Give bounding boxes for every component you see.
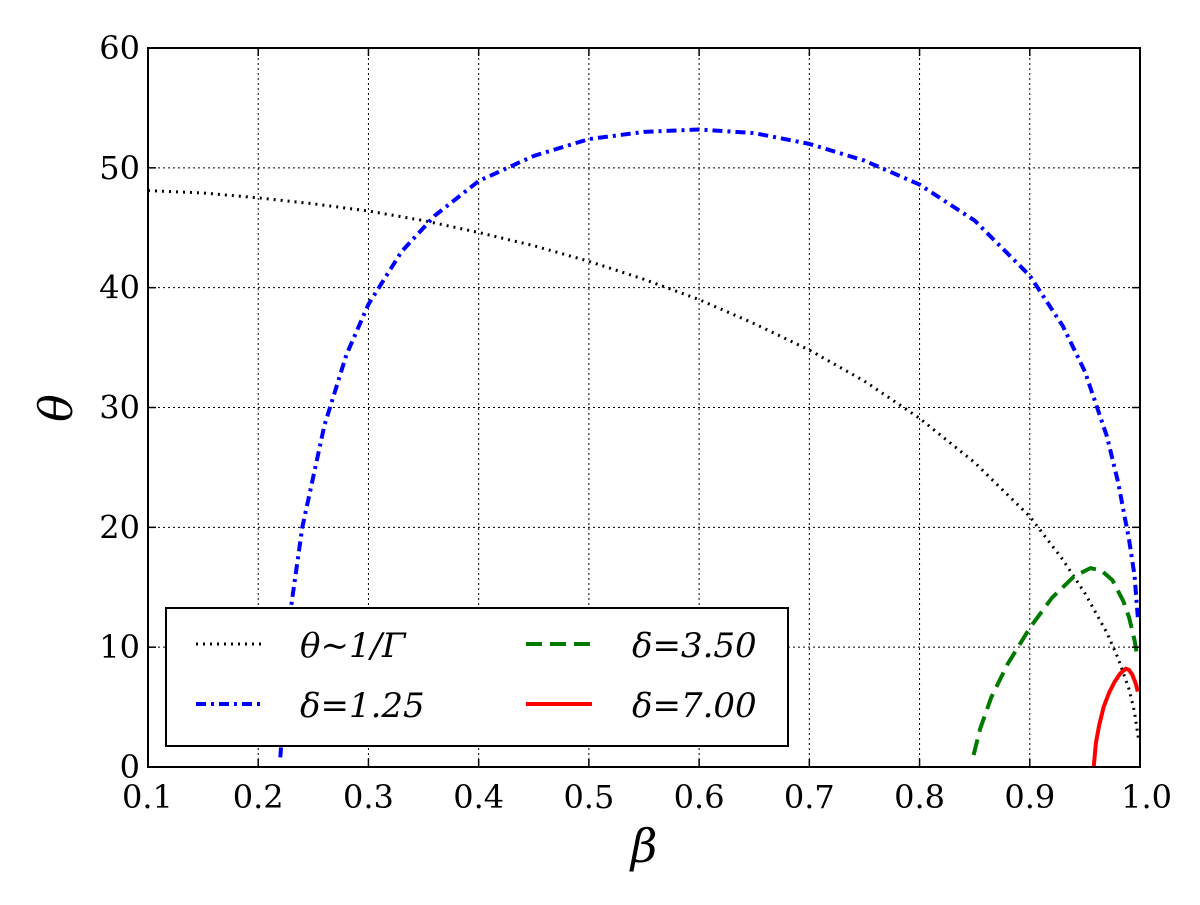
legend-box	[165, 607, 789, 747]
x-tick-label: 0.4	[453, 778, 504, 816]
y-tick-label: 60	[99, 29, 140, 67]
y-tick-label: 50	[99, 149, 140, 187]
x-tick-label: 0.8	[894, 778, 945, 816]
x-tick-label: 0.9	[1004, 778, 1055, 816]
legend-label-2: δ=1.25	[300, 686, 425, 726]
legend-label-4: δ=7.00	[632, 686, 757, 726]
y-tick-label: 20	[99, 508, 140, 546]
y-tick-label: 30	[99, 389, 140, 427]
series-line-1	[147, 189, 1141, 743]
series-line-4	[1091, 666, 1140, 768]
x-tick-label: 0.7	[784, 778, 835, 816]
legend: θ∼1/Γ δ=1.25 δ=3.50 δ=7.00	[165, 607, 789, 747]
y-tick-label: 40	[99, 269, 140, 307]
tick-labels: 0.1 0.2 0.3 0.4 0.5 0.6 0.7 0.8 0.9 1.0 0 10 20 30 40 5…	[99, 29, 1172, 816]
series-line-2	[278, 127, 1140, 758]
y-tick-label: 0	[120, 748, 140, 786]
x-tick-label: 0.2	[233, 778, 284, 816]
y-axis-label: θ	[29, 394, 83, 422]
y-tick-label: 10	[99, 628, 140, 666]
x-tick-label: 0.5	[563, 778, 614, 816]
series-line-3	[971, 566, 1140, 756]
x-tick-label: 0.3	[343, 778, 394, 816]
x-tick-label: 1.0	[1121, 778, 1172, 816]
series-lines	[147, 127, 1141, 768]
legend-label-3: δ=3.50	[632, 626, 757, 666]
x-axis-label: β	[629, 819, 658, 873]
x-tick-label: 0.1	[122, 778, 173, 816]
x-tick-label: 0.6	[674, 778, 725, 816]
legend-label-1: θ∼1/Γ	[300, 626, 407, 666]
